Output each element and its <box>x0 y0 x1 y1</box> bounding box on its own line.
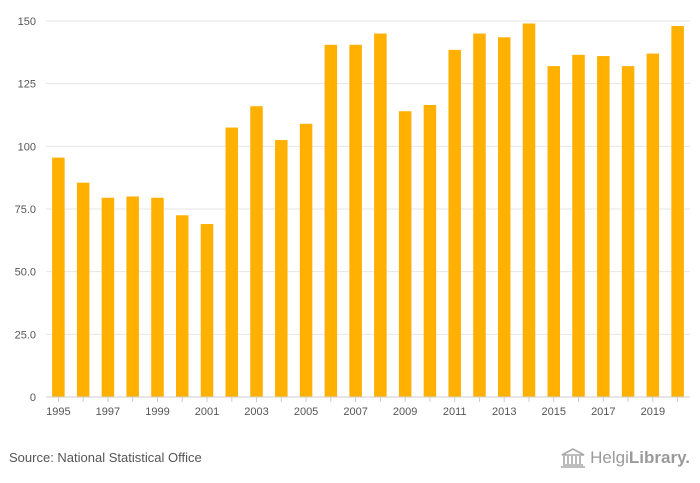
x-tick-label: 2019 <box>641 406 665 418</box>
bar-2016[interactable] <box>572 54 585 398</box>
bar-1995[interactable] <box>52 157 65 397</box>
x-tick-label: 2015 <box>542 406 566 418</box>
bar-2014[interactable] <box>522 23 536 398</box>
y-tick-label: 125 <box>18 79 36 91</box>
y-axis-labels: 0 25.0 50.0 75.0 100 125 150 <box>15 16 36 404</box>
bar-2013[interactable] <box>497 37 511 397</box>
bar-2018[interactable] <box>621 66 635 398</box>
bar-2011[interactable] <box>448 49 461 398</box>
bar-chart: 0 25.0 50.0 75.0 100 125 150 1995 1997 1999 2001 2… <box>15 16 690 418</box>
x-tick-label: 2001 <box>195 406 219 418</box>
gridlines <box>46 20 690 335</box>
y-tick-label: 100 <box>18 141 36 153</box>
source-note: Source: National Statistical Office <box>9 450 202 465</box>
x-tick-label: 2003 <box>244 406 268 418</box>
bar-2015[interactable] <box>547 66 561 398</box>
x-tick-label: 1997 <box>96 406 120 418</box>
bar-1997[interactable] <box>101 197 115 397</box>
bar-2017[interactable] <box>597 56 610 398</box>
x-tick-label: 2005 <box>294 406 318 418</box>
bar-2008[interactable] <box>374 33 387 398</box>
x-tick-label: 2013 <box>492 406 516 418</box>
x-axis-ticks <box>57 397 679 402</box>
bar-1996[interactable] <box>76 182 90 397</box>
bar-2012[interactable] <box>473 33 486 398</box>
y-tick-label: 0 <box>30 392 36 404</box>
bar-2004[interactable] <box>275 140 288 398</box>
brand-name-library: Library. <box>628 448 690 467</box>
helgi-library-logo[interactable]: Helgi Library. <box>560 448 690 468</box>
library-building-icon <box>561 448 586 468</box>
x-tick-label: 1999 <box>145 406 169 418</box>
bar-2003[interactable] <box>250 106 263 397</box>
x-tick-label: 2017 <box>591 406 615 418</box>
bar-2007[interactable] <box>349 44 362 398</box>
bar-2005[interactable] <box>299 123 313 398</box>
bar-2000[interactable] <box>175 215 189 397</box>
bar-1999[interactable] <box>151 197 164 397</box>
x-tick-label: 2009 <box>393 406 417 418</box>
y-tick-label: 150 <box>18 16 36 28</box>
y-tick-label: 25.0 <box>15 329 36 341</box>
bar-2006[interactable] <box>324 44 338 398</box>
x-axis-labels: 1995 1997 1999 2001 2003 2005 2007 2009 2011 2013… <box>46 406 665 418</box>
x-tick-label: 2007 <box>343 406 367 418</box>
bar-1998[interactable] <box>126 196 139 397</box>
x-tick-label: 1995 <box>46 406 70 418</box>
y-tick-label: 50.0 <box>15 267 36 279</box>
bar-2019[interactable] <box>646 53 660 397</box>
bars <box>52 23 684 398</box>
y-tick-label: 75.0 <box>15 204 36 216</box>
x-tick-label: 2011 <box>443 406 467 418</box>
bar-2001[interactable] <box>200 224 214 397</box>
brand-name-helgi: Helgi <box>590 448 629 467</box>
bar-2020[interactable] <box>671 26 684 397</box>
bar-2002[interactable] <box>225 127 239 398</box>
bar-2009[interactable] <box>398 111 412 398</box>
bar-2010[interactable] <box>423 104 437 398</box>
